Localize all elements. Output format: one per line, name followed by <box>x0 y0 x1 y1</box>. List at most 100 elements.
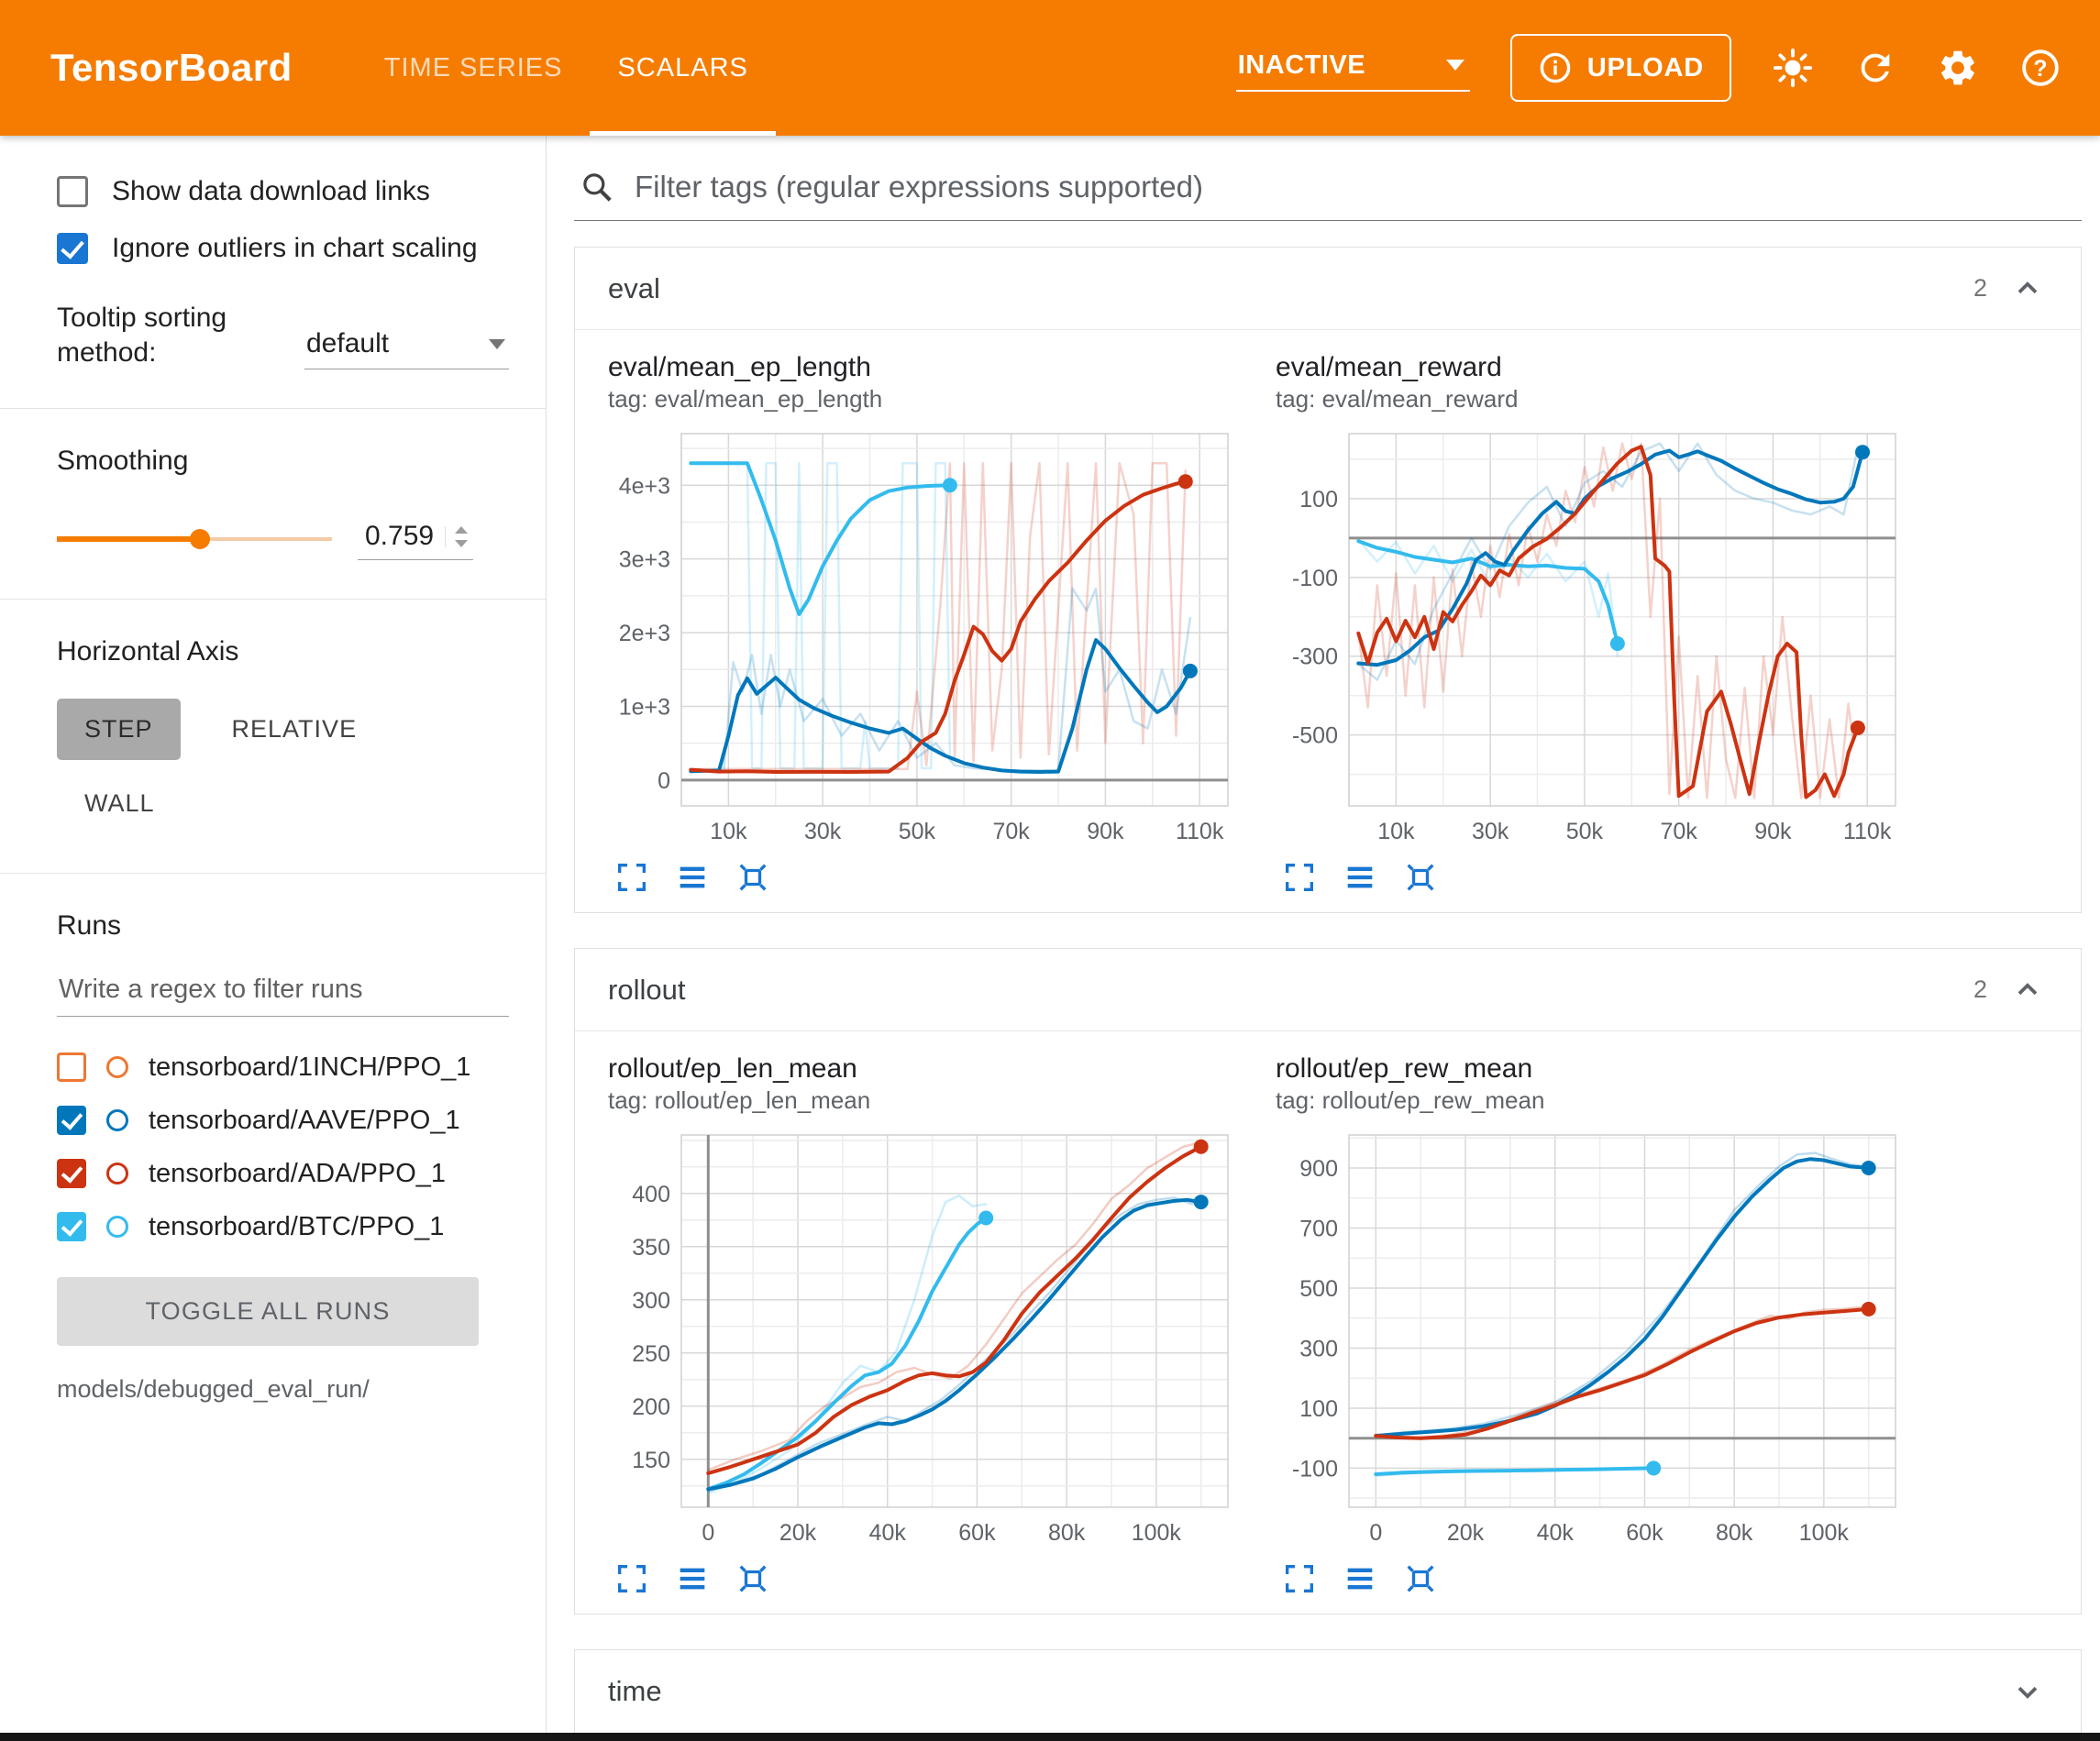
tag-filter-bar <box>574 160 2082 221</box>
section-title: time <box>608 1675 662 1707</box>
chart-title: eval/mean_reward <box>1276 352 1502 382</box>
run-checkbox-icon[interactable] <box>57 1106 86 1135</box>
axis-relative-button[interactable]: RELATIVE <box>204 699 385 760</box>
svg-text:3e+3: 3e+3 <box>619 547 670 573</box>
chart-tag: tag: eval/mean_ep_length <box>608 385 883 413</box>
section-card-time: time <box>574 1649 2082 1733</box>
chart-plot[interactable]: 0 20k 40k 60k 80k 100k 150 200 250 300 350 400 <box>601 1122 1243 1553</box>
data-table-icon[interactable] <box>674 859 711 896</box>
svg-text:400: 400 <box>632 1182 670 1207</box>
slider-fill <box>57 535 200 542</box>
main-tabs: TIME SERIES SCALARS <box>357 0 777 136</box>
tab-time-series[interactable]: TIME SERIES <box>383 52 563 83</box>
expand-chart-icon[interactable] <box>1281 859 1318 896</box>
fit-domain-icon[interactable] <box>735 1560 771 1597</box>
fit-domain-icon[interactable] <box>735 859 771 896</box>
fit-domain-icon[interactable] <box>1402 1560 1439 1597</box>
run-label: tensorboard/AAVE/PPO_1 <box>149 1105 460 1135</box>
svg-text:0: 0 <box>658 768 670 794</box>
tooltip-sorting-select[interactable]: default <box>304 323 509 369</box>
svg-text:10k: 10k <box>710 819 747 844</box>
tag-filter-input[interactable] <box>633 169 2078 205</box>
chart-plot[interactable]: 10k 30k 50k 70k 90k 110k 0 1e+3 2e+3 3e+3 4e+3 <box>601 421 1243 852</box>
show-download-links-checkbox[interactable]: Show data download links <box>57 176 509 207</box>
runs-filter-input[interactable] <box>57 965 509 1017</box>
fit-domain-icon[interactable] <box>1402 859 1439 896</box>
data-table-icon[interactable] <box>674 1560 711 1597</box>
chart-tag: tag: eval/mean_reward <box>1276 385 1519 413</box>
section-header-rollout[interactable]: rollout 2 <box>575 949 2081 1031</box>
smoothing-slider[interactable] <box>57 528 332 549</box>
settings-icon[interactable] <box>1937 47 1979 89</box>
status-dropdown-value: INACTIVE <box>1237 50 1366 80</box>
svg-text:60k: 60k <box>1626 1520 1663 1546</box>
smoothing-value: 0.759 <box>365 521 435 551</box>
svg-text:700: 700 <box>1299 1217 1338 1242</box>
section-header-eval[interactable]: eval 2 <box>575 248 2081 330</box>
run-color-circle-icon[interactable] <box>106 1109 128 1131</box>
section-header-time[interactable]: time <box>575 1650 2081 1733</box>
expand-section-icon[interactable] <box>2011 1675 2044 1708</box>
smoothing-value-input[interactable]: 0.759 <box>358 517 474 560</box>
spinner-icon[interactable] <box>445 525 469 547</box>
chart-toolbar <box>1281 1560 1916 1597</box>
axis-wall-button[interactable]: WALL <box>57 773 182 834</box>
run-row-aave[interactable]: tensorboard/AAVE/PPO_1 <box>57 1094 509 1147</box>
run-row-ada[interactable]: tensorboard/ADA/PPO_1 <box>57 1147 509 1200</box>
section-chart-count: 2 <box>1973 975 1987 1003</box>
svg-text:4e+3: 4e+3 <box>619 473 670 499</box>
app-title: TensorBoard <box>50 46 293 89</box>
run-color-circle-icon[interactable] <box>106 1216 128 1238</box>
expand-chart-icon[interactable] <box>613 859 650 896</box>
chart-plot[interactable]: 10k 30k 50k 70k 90k 110k -500 -300 -100 100 <box>1268 421 1910 852</box>
chart-card: eval/mean_reward tag: eval/mean_reward 1… <box>1268 347 1916 899</box>
ignore-outliers-checkbox[interactable]: Ignore outliers in chart scaling <box>57 233 509 264</box>
run-label: tensorboard/1INCH/PPO_1 <box>149 1052 471 1082</box>
run-checkbox-icon[interactable] <box>57 1212 86 1241</box>
run-color-circle-icon[interactable] <box>106 1163 128 1185</box>
svg-text:110k: 110k <box>1843 819 1892 844</box>
chart-card: eval/mean_ep_length tag: eval/mean_ep_le… <box>601 347 1248 899</box>
app-header: TensorBoard TIME SERIES SCALARS INACTIVE… <box>0 0 2100 136</box>
section-chart-count: 2 <box>1973 274 1987 302</box>
run-checkbox-icon[interactable] <box>57 1159 86 1188</box>
svg-text:70k: 70k <box>1660 819 1697 844</box>
svg-text:150: 150 <box>632 1448 670 1473</box>
axis-step-button[interactable]: STEP <box>57 699 181 760</box>
collapse-section-icon[interactable] <box>2011 974 2044 1007</box>
svg-text:1e+3: 1e+3 <box>619 694 670 720</box>
status-dropdown[interactable]: INACTIVE <box>1235 45 1470 92</box>
data-table-icon[interactable] <box>1342 859 1378 896</box>
svg-text:50k: 50k <box>899 819 936 844</box>
run-label: tensorboard/ADA/PPO_1 <box>149 1158 447 1188</box>
run-checkbox-icon[interactable] <box>57 1052 86 1082</box>
upload-button[interactable]: UPLOAD <box>1509 34 1731 102</box>
expand-chart-icon[interactable] <box>613 1560 650 1597</box>
toggle-all-runs-button[interactable]: TOGGLE ALL RUNS <box>57 1277 479 1346</box>
refresh-icon[interactable] <box>1854 47 1896 89</box>
checkbox-icon[interactable] <box>57 233 88 264</box>
svg-text:-100: -100 <box>1292 1456 1338 1482</box>
tooltip-sorting-value: default <box>306 328 390 358</box>
header-right-cluster: INACTIVE UPLOAD <box>1235 0 2100 136</box>
svg-text:500: 500 <box>1299 1276 1338 1302</box>
chart-plot[interactable]: 0 20k 40k 60k 80k 100k -100 100 300 500 700 900 <box>1268 1122 1910 1553</box>
svg-text:90k: 90k <box>1087 819 1124 844</box>
horizontal-scrollbar[interactable] <box>0 1733 2100 1741</box>
help-icon[interactable]: ? <box>2019 47 2061 89</box>
divider <box>0 599 546 600</box>
data-table-icon[interactable] <box>1342 1560 1378 1597</box>
run-row-btc[interactable]: tensorboard/BTC/PPO_1 <box>57 1200 509 1253</box>
brightness-icon[interactable] <box>1772 47 1814 89</box>
slider-thumb[interactable] <box>190 528 210 549</box>
expand-chart-icon[interactable] <box>1281 1560 1318 1597</box>
chart-card: rollout/ep_rew_mean tag: rollout/ep_rew_… <box>1268 1048 1916 1601</box>
svg-text:-100: -100 <box>1292 566 1338 591</box>
chart-title: rollout/ep_len_mean <box>608 1053 857 1084</box>
run-row-1inch[interactable]: tensorboard/1INCH/PPO_1 <box>57 1041 509 1094</box>
collapse-section-icon[interactable] <box>2011 272 2044 305</box>
tab-scalars[interactable]: SCALARS <box>590 0 777 136</box>
svg-text:30k: 30k <box>804 819 842 844</box>
checkbox-icon[interactable] <box>57 176 88 207</box>
run-color-circle-icon[interactable] <box>106 1056 128 1078</box>
